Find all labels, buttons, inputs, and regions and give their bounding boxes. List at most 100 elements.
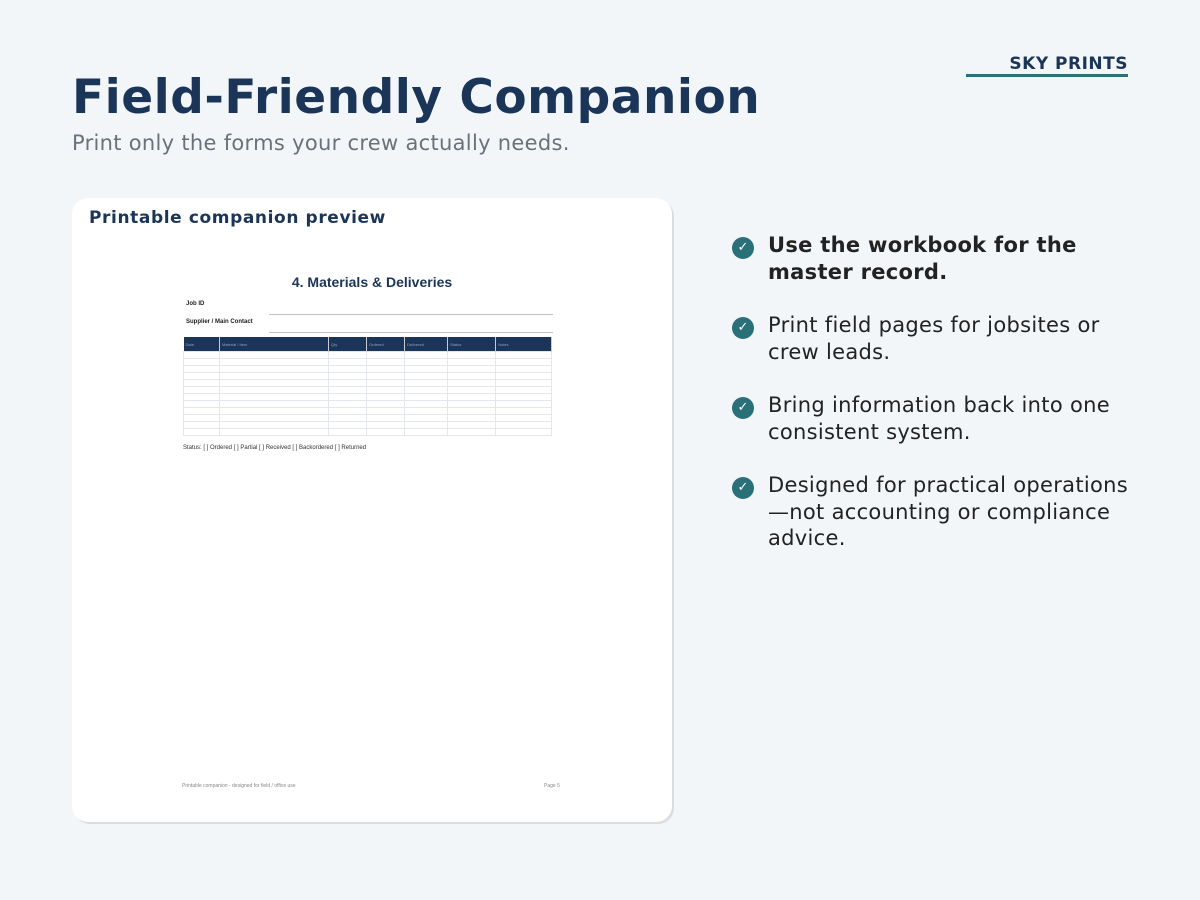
table-cell (183, 365, 220, 373)
table-row (183, 386, 552, 394)
table-cell (404, 400, 448, 408)
table-header-cell: Delivered (404, 337, 448, 352)
table-cell (328, 386, 367, 394)
table-cell (404, 421, 448, 429)
table-cell (447, 400, 496, 408)
table-cell (495, 372, 552, 380)
table-cell (219, 365, 329, 373)
table-cell (183, 386, 220, 394)
check-icon: ✓ (732, 317, 754, 339)
document-footer-page: Page 5 (544, 783, 560, 789)
table-row (183, 358, 552, 366)
field-label-supplier: Supplier / Main Contact (186, 319, 253, 325)
table-cell (495, 365, 552, 373)
table-cell (219, 386, 329, 394)
table-cell (219, 414, 329, 422)
status-line: Status: [ ] Ordered [ ] Partial [ ] Rece… (183, 445, 367, 451)
bullet-text: Use the workbook for the master record. (768, 233, 1077, 284)
table-row (183, 428, 552, 436)
table-header-cell: Notes (495, 337, 552, 352)
check-icon: ✓ (732, 477, 754, 499)
table-cell (183, 421, 220, 429)
table-cell (495, 393, 552, 401)
table-row (183, 421, 552, 429)
table-cell (404, 372, 448, 380)
table-cell (447, 428, 496, 436)
bullet-text: Print field pages for jobsites or crew l… (768, 313, 1100, 364)
materials-table: Date Material / Item Qty Ordered Delivered St… (183, 337, 552, 436)
table-cell (495, 407, 552, 415)
table-header-cell: Material / Item (219, 337, 329, 352)
bullet-text: Designed for practical operations—not ac… (768, 473, 1129, 550)
page-title: Field-Friendly Companion (72, 70, 761, 125)
table-cell (447, 421, 496, 429)
table-header-cell: Status (447, 337, 496, 352)
table-cell (328, 421, 367, 429)
table-cell (183, 358, 220, 366)
table-cell (183, 407, 220, 415)
table-row (183, 400, 552, 408)
table-cell (447, 414, 496, 422)
preview-card: Printable companion preview 4. Materials… (72, 198, 672, 822)
table-cell (219, 400, 329, 408)
table-cell (366, 386, 405, 394)
table-cell (219, 428, 329, 436)
table-cell (404, 379, 448, 387)
table-cell (366, 393, 405, 401)
table-row (183, 365, 552, 373)
table-cell (404, 407, 448, 415)
table-row (183, 379, 552, 387)
bullet-item: ✓ Designed for practical operations—not … (732, 472, 1132, 552)
table-cell (366, 407, 405, 415)
page-subtitle: Print only the forms your crew actually … (72, 131, 570, 155)
table-cell (219, 393, 329, 401)
field-line (269, 332, 553, 333)
table-cell (328, 351, 367, 359)
table-cell (328, 400, 367, 408)
table-cell (447, 407, 496, 415)
table-cell (328, 372, 367, 380)
table-cell (447, 386, 496, 394)
table-cell (495, 351, 552, 359)
check-icon: ✓ (732, 237, 754, 259)
table-cell (495, 386, 552, 394)
table-row (183, 393, 552, 401)
table-cell (404, 351, 448, 359)
table-row (183, 351, 552, 359)
table-cell (495, 428, 552, 436)
table-cell (404, 358, 448, 366)
table-cell (366, 400, 405, 408)
table-cell (328, 428, 367, 436)
table-cell (447, 372, 496, 380)
table-cell (495, 421, 552, 429)
table-cell (366, 351, 405, 359)
table-cell (404, 393, 448, 401)
table-row (183, 407, 552, 415)
table-cell (404, 428, 448, 436)
table-cell (328, 358, 367, 366)
field-label-job-id: Job ID (186, 301, 205, 307)
table-cell (366, 365, 405, 373)
table-cell (366, 358, 405, 366)
brand-logo: SKY PRINTS (966, 54, 1128, 77)
table-cell (447, 379, 496, 387)
document-heading: 4. Materials & Deliveries (291, 274, 453, 290)
table-cell (447, 358, 496, 366)
table-cell (183, 351, 220, 359)
bullet-item: ✓ Use the workbook for the master record… (732, 232, 1132, 285)
table-cell (219, 379, 329, 387)
table-cell (366, 379, 405, 387)
table-cell (404, 365, 448, 373)
preview-card-title: Printable companion preview (89, 208, 386, 228)
document-preview: 4. Materials & Deliveries Job ID Supplie… (72, 198, 672, 822)
table-cell (328, 379, 367, 387)
table-cell (219, 421, 329, 429)
table-cell (366, 372, 405, 380)
table-cell (495, 379, 552, 387)
table-cell (495, 414, 552, 422)
table-cell (495, 400, 552, 408)
table-cell (328, 414, 367, 422)
table-cell (447, 365, 496, 373)
table-cell (366, 428, 405, 436)
table-cell (183, 428, 220, 436)
